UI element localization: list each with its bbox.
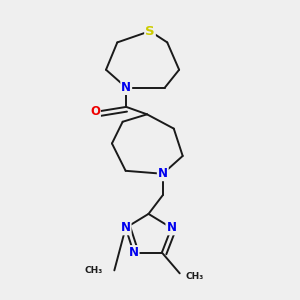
Text: CH₃: CH₃ — [186, 272, 204, 281]
Text: N: N — [121, 81, 131, 94]
Text: CH₃: CH₃ — [84, 266, 102, 275]
Text: O: O — [90, 106, 100, 118]
Text: N: N — [167, 221, 176, 234]
Text: N: N — [158, 167, 168, 180]
Text: N: N — [121, 221, 130, 234]
Text: S: S — [145, 25, 155, 38]
Text: N: N — [129, 246, 139, 259]
